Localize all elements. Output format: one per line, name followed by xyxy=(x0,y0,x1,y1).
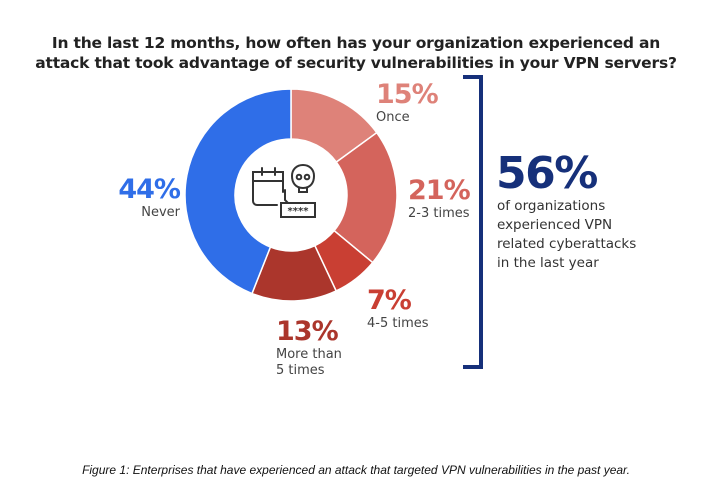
summary-line-4: in the last year xyxy=(497,255,599,271)
label-4-5-times-text: 4-5 times xyxy=(367,316,429,331)
label-once-pct: 15% xyxy=(376,79,439,110)
password-mask-text: **** xyxy=(288,206,310,217)
label-more-than-5-times-text-2: 5 times xyxy=(276,363,325,378)
summary-line-3: related cyberattacks xyxy=(497,236,637,252)
label-never: 44% Never xyxy=(104,174,181,221)
figure-caption: Figure 1: Enterprises that have experien… xyxy=(82,463,630,477)
grouping-bracket xyxy=(463,75,483,369)
label-never-text: Never xyxy=(141,205,180,220)
label-2-3-times: 21% 2-3 times xyxy=(408,175,471,222)
label-more-than-5-times-pct: 13% xyxy=(276,316,339,347)
chart-title-line-2: attack that took advantage of security v… xyxy=(35,54,677,72)
donut-hole xyxy=(235,139,347,251)
label-4-5-times: 7% 4-5 times xyxy=(367,287,429,332)
label-never-pct: 44% xyxy=(118,174,181,205)
chart-title: In the last 12 months, how often has you… xyxy=(0,33,712,73)
label-once-text: Once xyxy=(376,110,410,125)
chart-title-line-1: In the last 12 months, how often has you… xyxy=(51,34,661,52)
label-once: 15% Once xyxy=(376,79,439,126)
label-more-than-5-times: 13% More than 5 times xyxy=(276,318,342,379)
calendar-skull-password-icon xyxy=(252,163,316,218)
summary-line-1: of organizations xyxy=(497,198,606,214)
label-more-than-5-times-text-1: More than xyxy=(276,347,342,362)
summary-line-2: experienced VPN xyxy=(497,217,613,233)
label-2-3-times-text: 2-3 times xyxy=(408,206,470,221)
summary-value: 56% xyxy=(496,148,598,199)
label-4-5-times-pct: 7% xyxy=(367,285,412,316)
summary-text: of organizations experienced VPN related… xyxy=(497,197,636,273)
label-2-3-times-pct: 21% xyxy=(408,175,471,206)
